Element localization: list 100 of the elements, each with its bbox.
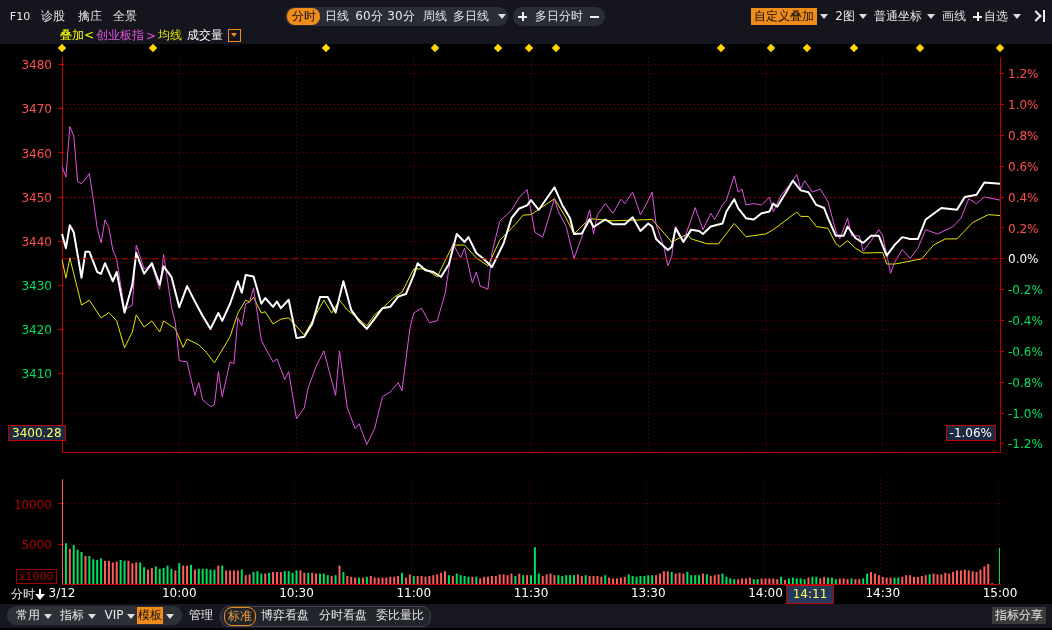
bar bbox=[569, 575, 572, 584]
bar bbox=[432, 575, 435, 584]
bar bbox=[565, 575, 568, 584]
bar bbox=[408, 574, 411, 584]
bar bbox=[92, 559, 95, 584]
x-tick-label: 14:00 bbox=[748, 586, 783, 601]
text: 14:11 bbox=[786, 585, 834, 604]
bar bbox=[744, 578, 747, 584]
bar bbox=[350, 576, 353, 584]
y2-tick-label: 0.8% bbox=[1008, 129, 1039, 144]
bar bbox=[530, 575, 532, 584]
bar bbox=[584, 575, 587, 584]
bar bbox=[123, 560, 126, 584]
bar bbox=[596, 576, 599, 584]
text: 普通坐标 bbox=[873, 8, 923, 25]
bar bbox=[655, 575, 658, 584]
bar bbox=[303, 572, 306, 584]
bar bbox=[193, 569, 196, 584]
bar bbox=[811, 576, 814, 584]
bar bbox=[514, 576, 517, 584]
bar bbox=[623, 576, 626, 584]
text: 成交量 bbox=[187, 27, 224, 44]
bar bbox=[643, 576, 646, 584]
bar bbox=[186, 565, 189, 584]
bar bbox=[952, 572, 955, 584]
bar bbox=[764, 578, 767, 584]
bar bbox=[342, 572, 345, 584]
text: 模板 bbox=[137, 607, 163, 624]
bar bbox=[780, 576, 783, 584]
bar bbox=[182, 565, 185, 584]
bar bbox=[440, 572, 443, 584]
y-tick-label: 3430 bbox=[21, 278, 52, 293]
bar bbox=[272, 572, 275, 584]
bar bbox=[924, 575, 927, 584]
text: VIP bbox=[103, 607, 125, 624]
bar bbox=[143, 567, 146, 584]
bar bbox=[694, 575, 697, 584]
bar bbox=[111, 562, 114, 584]
bar bbox=[463, 576, 466, 584]
bar bbox=[268, 572, 271, 584]
x-tick-label: 10:30 bbox=[279, 586, 314, 601]
bar bbox=[428, 576, 431, 584]
bar bbox=[377, 577, 380, 584]
bar bbox=[580, 576, 583, 584]
y2-tick-label: 1.2% bbox=[1008, 67, 1039, 82]
bar bbox=[838, 578, 841, 584]
bar bbox=[678, 572, 681, 584]
bar bbox=[971, 571, 974, 584]
bar bbox=[420, 576, 423, 584]
bar bbox=[119, 560, 122, 584]
bar bbox=[451, 576, 454, 584]
x-tick-label: 10:00 bbox=[161, 586, 197, 601]
bar bbox=[987, 564, 990, 584]
bar bbox=[107, 560, 110, 584]
bar bbox=[561, 576, 564, 584]
y2-tick-label: -0.4% bbox=[1008, 314, 1043, 329]
bar bbox=[741, 578, 744, 584]
text: 分时 bbox=[287, 8, 320, 25]
bar bbox=[393, 576, 396, 584]
bar bbox=[549, 573, 552, 584]
bar bbox=[803, 579, 806, 584]
bar bbox=[572, 575, 575, 584]
text: 指标分享 bbox=[992, 607, 1046, 624]
bar bbox=[666, 571, 669, 584]
bar bbox=[897, 577, 900, 584]
bar bbox=[244, 575, 247, 584]
bar bbox=[690, 575, 693, 584]
bar bbox=[338, 565, 341, 584]
bar bbox=[264, 573, 267, 584]
bar bbox=[948, 573, 951, 584]
bar bbox=[893, 577, 896, 584]
bar bbox=[88, 556, 91, 584]
legend-title: 叠加< bbox=[60, 27, 95, 44]
text: 日线 bbox=[324, 8, 350, 25]
bar bbox=[846, 579, 849, 584]
bar bbox=[815, 576, 818, 584]
bar bbox=[928, 574, 931, 584]
text: > bbox=[146, 28, 157, 43]
bar bbox=[760, 578, 763, 584]
bar bbox=[510, 573, 513, 584]
text: 分时看盘 bbox=[318, 607, 368, 624]
bar bbox=[772, 578, 775, 584]
bar bbox=[326, 575, 329, 584]
bar bbox=[963, 569, 966, 584]
bar bbox=[229, 570, 232, 584]
bar bbox=[940, 574, 943, 584]
y-axis-title: x1000 bbox=[16, 569, 57, 584]
bar bbox=[647, 575, 650, 584]
text: 全景 bbox=[112, 8, 138, 25]
y2-tick-label: 0.4% bbox=[1008, 190, 1039, 205]
y2-tick-label: -1.2% bbox=[1008, 437, 1043, 452]
text: 多日线 bbox=[453, 8, 489, 25]
bar bbox=[412, 576, 415, 584]
bar bbox=[330, 576, 333, 584]
y2-tick-label: 1.0% bbox=[1008, 98, 1039, 113]
bar bbox=[635, 576, 638, 584]
bar bbox=[178, 563, 181, 584]
bar bbox=[526, 575, 529, 584]
bar bbox=[100, 558, 103, 584]
bar bbox=[776, 579, 779, 584]
